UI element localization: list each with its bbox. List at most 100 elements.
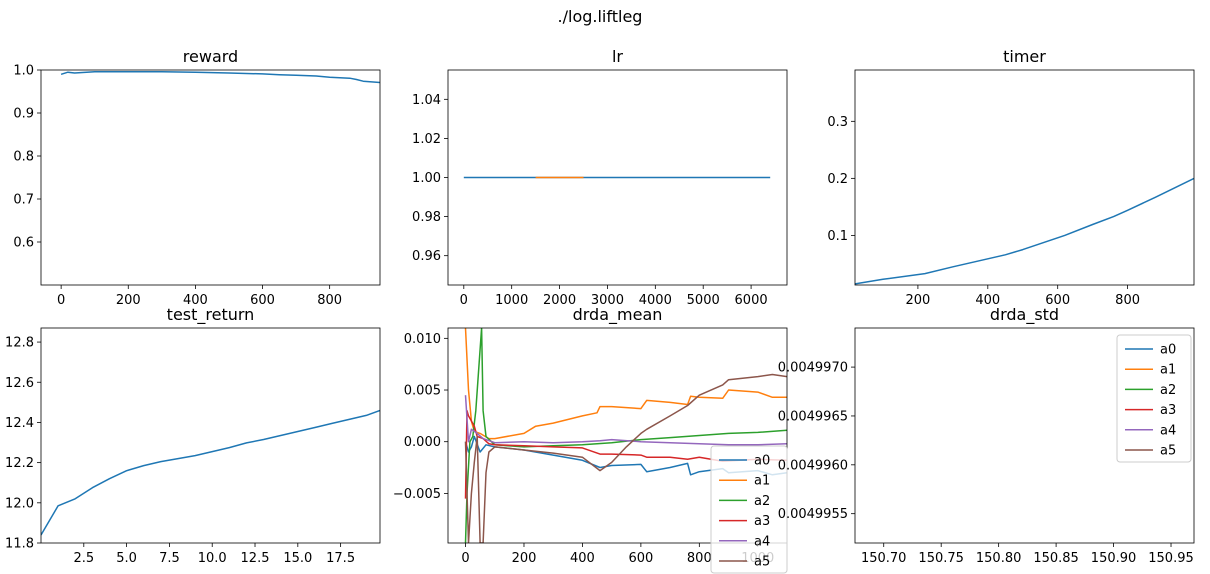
y-tick-label: 0.2 [827, 172, 848, 187]
legend: a0 a1 a2 a3 a4 a5 [710, 445, 788, 574]
x-tick-label: 200 [116, 293, 141, 308]
x-tick-label: 600 [250, 293, 275, 308]
x-tick-label: 0 [57, 293, 65, 308]
axes-frame [854, 69, 1195, 286]
axes-frame [447, 327, 788, 544]
series-line-test_return-0 [41, 409, 380, 536]
x-tick-label: 800 [317, 293, 342, 308]
subplot-title: drda_std [990, 305, 1059, 325]
x-tick-label: 10.0 [198, 551, 227, 566]
x-tick-label: 150.85 [1033, 551, 1079, 566]
series-line-timer-0 [855, 177, 1194, 285]
legend-label-a5: a5 [754, 555, 770, 570]
legend-label-a1: a1 [754, 474, 770, 489]
x-tick-label: 4000 [639, 293, 672, 308]
x-tick-label: 150.90 [1091, 551, 1137, 566]
subplot-reward: 0 200 400 600 800 0.6 0.7 0.8 0.9 1.0 reward [13, 47, 381, 308]
y-tick-label: 0.005 [404, 384, 441, 399]
x-tick-label: 2.5 [73, 551, 94, 566]
axes-frame [854, 327, 1195, 544]
plot-area [855, 177, 1194, 285]
legend-label-a5: a5 [1160, 444, 1176, 459]
legend: a0 a1 a2 a3 a4 a5 [1116, 334, 1192, 463]
legend-label-a2: a2 [1160, 383, 1176, 398]
x-tick-label: 15.0 [283, 551, 312, 566]
x-tick-label: 0 [461, 551, 469, 566]
y-tick-label: 0.0049960 [778, 458, 848, 473]
subplot-grid: 0 200 400 600 800 0.6 0.7 0.8 0.9 1.0 reward 0 1000 2… [5, 47, 1195, 574]
x-tick-label: 150.80 [976, 551, 1022, 566]
x-tick-label: 150.95 [1148, 551, 1194, 566]
axes-frame [40, 69, 381, 286]
x-tick-label: 17.5 [326, 551, 355, 566]
y-tick-label: 0.9 [13, 107, 34, 122]
subplot-test_return: 2.5 5.0 7.5 10.0 12.5 15.0 17.5 11.8 12.0 12.2 12.… [5, 305, 381, 566]
subplot-drda_std: 150.70 150.75 150.80 150.85 150.90 150.95 0.00… [778, 305, 1195, 566]
legend-label-a4: a4 [1160, 423, 1176, 438]
legend-label-a1: a1 [1160, 363, 1176, 378]
x-tick-label: 2000 [543, 293, 576, 308]
y-tick-label: 12.0 [5, 496, 34, 511]
subplot-title: lr [612, 47, 623, 66]
legend-label-a2: a2 [754, 494, 770, 509]
x-tick-label: 1000 [495, 293, 528, 308]
y-tick-label: 0.0049965 [778, 409, 848, 424]
x-tick-label: 600 [1045, 293, 1070, 308]
x-tick-label: 6000 [735, 293, 768, 308]
x-tick-label: 400 [570, 551, 595, 566]
y-tick-label: 0.3 [827, 115, 848, 130]
x-tick-label: 150.75 [918, 551, 964, 566]
y-tick-label: 1.0 [13, 64, 34, 79]
legend-box [710, 445, 788, 574]
axes-frame [40, 327, 381, 544]
x-tick-label: 3000 [591, 293, 624, 308]
series-line-a4 [464, 395, 787, 446]
y-tick-label: 1.02 [412, 132, 441, 147]
x-tick-label: 800 [1115, 293, 1140, 308]
y-tick-label: 0.0049955 [778, 507, 848, 522]
y-tick-label: 0.010 [404, 332, 441, 347]
legend-label-a0: a0 [1160, 343, 1176, 358]
series-line-reward-0 [60, 70, 380, 84]
y-tick-label: 1.00 [412, 171, 441, 186]
x-tick-label: 12.5 [241, 551, 270, 566]
x-tick-label: 5000 [687, 293, 720, 308]
subplot-title: test_return [167, 305, 255, 325]
figure-suptitle: ./log.liftleg [558, 7, 643, 26]
y-tick-label: 0.0049970 [778, 361, 848, 376]
x-tick-label: 400 [975, 293, 1000, 308]
legend-label-a3: a3 [1160, 403, 1176, 418]
x-tick-label: 5.0 [116, 551, 137, 566]
x-tick-label: 400 [183, 293, 208, 308]
y-tick-label: 0.7 [13, 193, 34, 208]
subplot-drda_mean: 02004006008001000−0.0050.0000.0050.010dr… [393, 305, 788, 574]
plot-area [60, 70, 380, 84]
subplot-title: reward [183, 47, 238, 66]
x-tick-label: 600 [628, 551, 653, 566]
legend-box [1116, 334, 1192, 463]
subplot-lr: 0 1000 2000 3000 4000 5000 6000 0.96 0.98 1.00 1.0… [412, 47, 788, 308]
legend-label-a0: a0 [754, 454, 770, 469]
legend-label-a3: a3 [754, 514, 770, 529]
y-tick-label: 0.98 [412, 210, 441, 225]
x-tick-label: 7.5 [159, 551, 180, 566]
series-line-a5 [464, 373, 787, 543]
y-tick-label: 0.96 [412, 249, 441, 264]
subplot-title: timer [1003, 47, 1046, 66]
series-line-a3 [464, 409, 787, 499]
y-tick-label: 0.8 [13, 150, 34, 165]
y-tick-label: 0.1 [827, 229, 848, 244]
plot-area [41, 409, 380, 536]
x-tick-label: 200 [512, 551, 537, 566]
x-tick-label: 0 [460, 293, 468, 308]
y-tick-label: 1.04 [412, 93, 441, 108]
y-tick-label: 12.6 [5, 376, 34, 391]
legend-label-a4: a4 [754, 534, 770, 549]
x-tick-label: 200 [905, 293, 930, 308]
y-tick-label: −0.005 [393, 487, 441, 502]
y-tick-label: 0.6 [13, 236, 34, 251]
series-line-a1 [464, 328, 787, 440]
x-tick-label: 150.70 [861, 551, 907, 566]
